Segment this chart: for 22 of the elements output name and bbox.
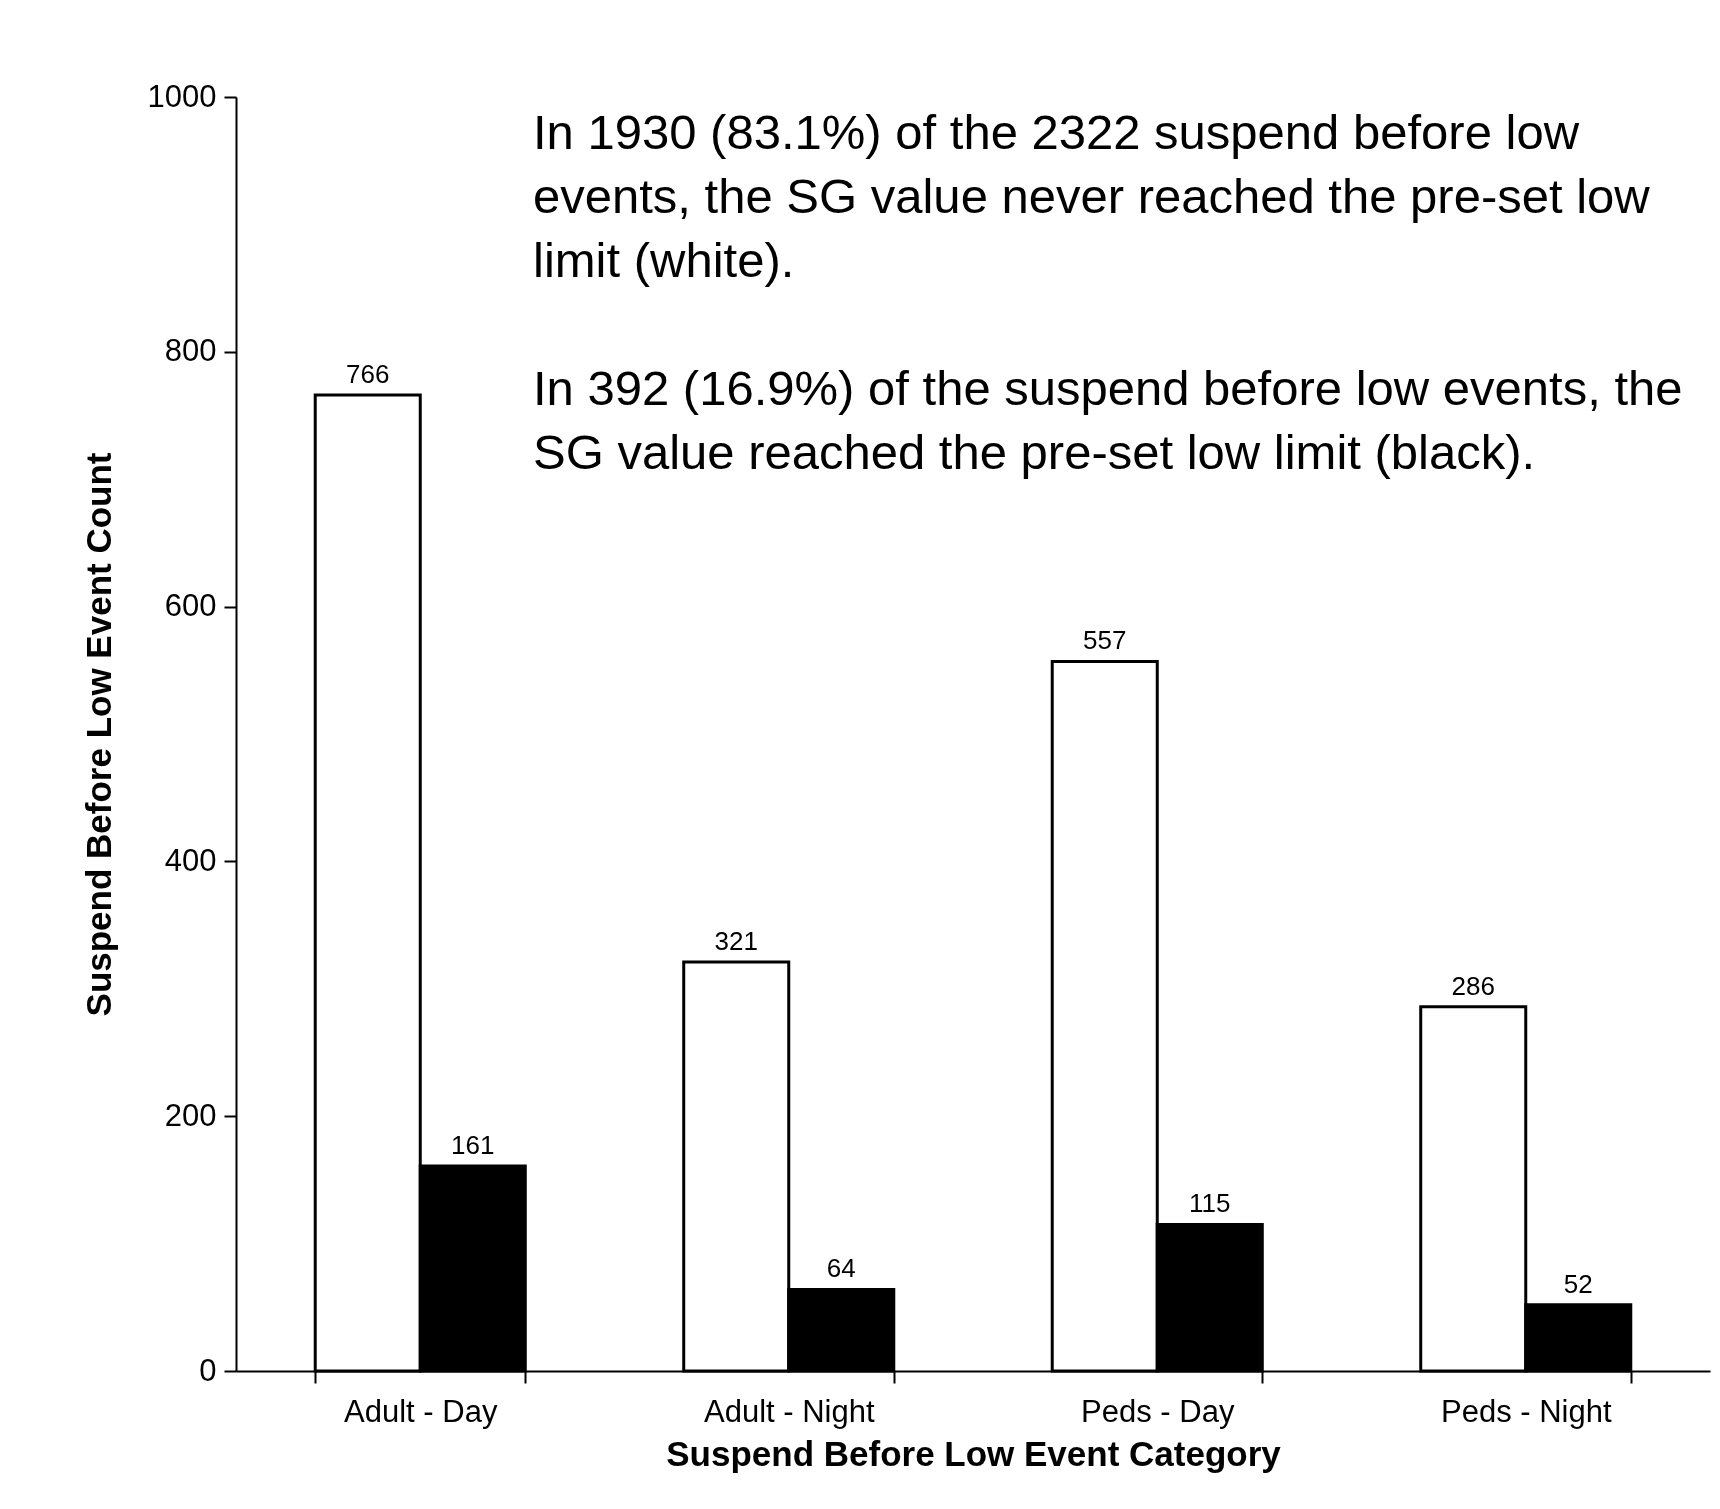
data-label: 161 (451, 1129, 495, 1160)
x-tick-label: Peds - Night (1440, 1393, 1612, 1429)
data-label: 52 (1563, 1268, 1593, 1299)
data-label: 321 (714, 926, 758, 957)
data-label: 766 (346, 359, 390, 390)
annotation: In 392 (16.9%) of the suspend before low events, the SG value reached the pre-set low limit (black). (533, 360, 1684, 481)
y-tick-label: 0 (199, 1352, 217, 1388)
annotation: In 1930 (83.1%) of the 2322 suspend before low events, the SG value never reached the pre-set low limit (white). (533, 104, 1651, 289)
x-tick-label: Adult - Day (344, 1393, 498, 1429)
y-tick-label: 200 (164, 1097, 217, 1133)
y-tick-label: 800 (164, 333, 217, 369)
data-label: 557 (1083, 625, 1127, 656)
y-axis-title: Suspend Before Low Event Count (78, 452, 118, 1017)
data-label: 115 (1189, 1188, 1231, 1219)
y-tick-label: 400 (164, 842, 217, 878)
y-tick-label: 1000 (147, 78, 217, 114)
data-label: 64 (826, 1253, 856, 1284)
y-tick-label: 600 (164, 588, 217, 624)
data-label: 286 (1451, 970, 1495, 1001)
x-axis-title: Suspend Before Low Event Category (666, 1433, 1282, 1473)
x-tick-label: Adult - Night (703, 1393, 875, 1429)
x-tick-label: Peds - Day (1081, 1393, 1235, 1429)
